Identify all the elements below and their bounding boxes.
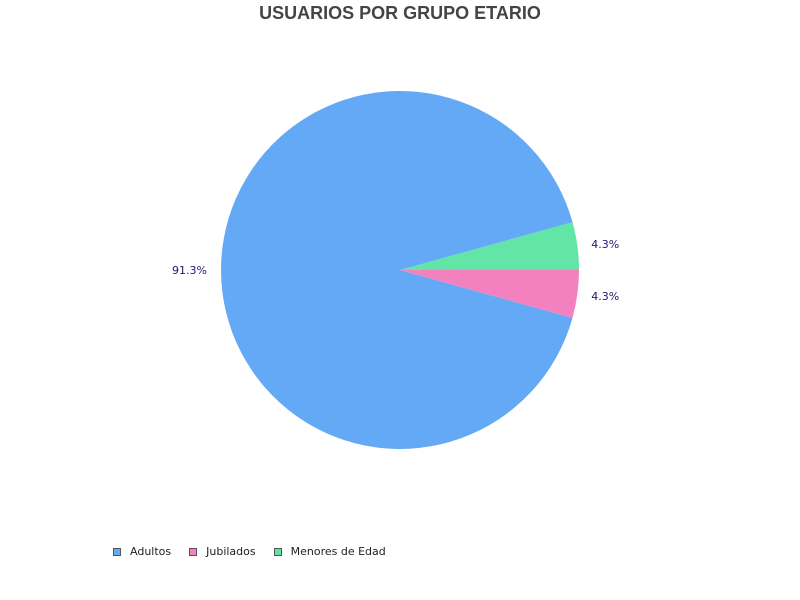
pie-labels: 4.3% 91.3% 4.3%	[172, 238, 619, 303]
legend-swatch	[273, 547, 282, 556]
legend-item-adultos[interactable]: Adultos	[113, 545, 171, 558]
slice-label-adultos: 91.3%	[172, 264, 207, 277]
legend-label: Menores de Edad	[290, 545, 386, 558]
slice-label-jubilados: 4.3%	[591, 290, 619, 303]
legend: Adultos Jubilados Menores de Edad	[113, 545, 404, 558]
legend-swatch	[113, 547, 121, 556]
legend-label: Jubilados	[206, 545, 256, 558]
pie-slice-adultos	[221, 91, 573, 450]
chart-title: USUARIOS POR GRUPO ETARIO	[259, 3, 541, 23]
pie-slice-menores-de-edad	[400, 222, 579, 270]
legend-label: Adultos	[130, 545, 172, 558]
legend-swatch	[189, 547, 198, 556]
pie-slices	[221, 91, 579, 450]
pie-slice-jubilados	[400, 270, 579, 318]
legend-item-jubilados[interactable]: Jubilados	[189, 545, 256, 558]
legend-item-menores-de-edad[interactable]: Menores de Edad	[273, 545, 386, 558]
slice-label-menores-de-edad: 4.3%	[591, 238, 619, 251]
